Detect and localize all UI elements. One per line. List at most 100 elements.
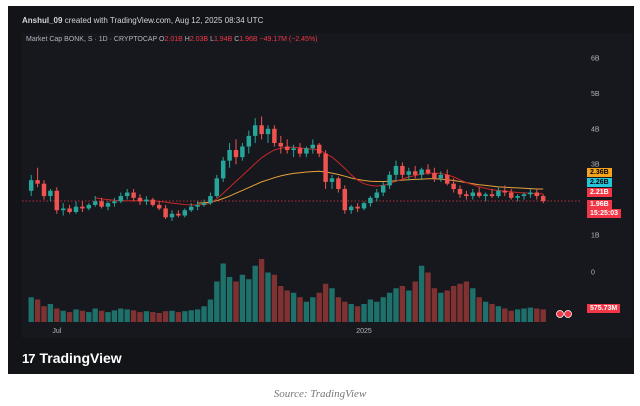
price-label: 2.26B bbox=[587, 178, 612, 187]
candle-body bbox=[188, 206, 194, 211]
candle-body bbox=[400, 165, 405, 175]
candle-body bbox=[476, 192, 482, 197]
candle-body bbox=[208, 196, 213, 204]
candle-body bbox=[265, 128, 271, 135]
candle-body bbox=[156, 204, 162, 209]
candle-body bbox=[144, 199, 149, 202]
volume-bar bbox=[169, 310, 175, 322]
candle-body bbox=[195, 204, 200, 207]
volume-bar bbox=[303, 301, 310, 322]
volume-bar bbox=[175, 312, 182, 322]
candle-body bbox=[316, 144, 322, 154]
x-tick-label: 2025 bbox=[356, 328, 372, 335]
created-text: created with TradingView.com, Aug 12, 20… bbox=[64, 16, 264, 25]
volume-bar bbox=[297, 297, 303, 322]
close-key: C bbox=[234, 36, 240, 43]
candle-body bbox=[118, 196, 124, 202]
volume-bar bbox=[188, 310, 194, 322]
y-tick-label: 3B bbox=[591, 162, 600, 169]
symbol-title: Market Cap BONK, S · 1D · CRYPTOCAP bbox=[26, 36, 158, 43]
event-flag-icon bbox=[556, 310, 564, 318]
volume-bar bbox=[47, 304, 54, 322]
volume-bar bbox=[418, 265, 425, 322]
volume-bar bbox=[143, 311, 150, 322]
candle-body bbox=[329, 178, 335, 182]
volume-bar bbox=[130, 310, 137, 322]
candle-body bbox=[112, 201, 117, 204]
candle-body bbox=[508, 192, 514, 198]
volume-bar bbox=[73, 309, 79, 322]
volume-bar bbox=[290, 292, 297, 322]
candle-body bbox=[425, 169, 431, 174]
candle-body bbox=[457, 188, 463, 195]
volume-bar bbox=[118, 308, 124, 322]
candle-body bbox=[54, 190, 60, 211]
candle-body bbox=[496, 190, 501, 197]
candle-body bbox=[99, 201, 104, 207]
volume-bar bbox=[265, 272, 271, 322]
volume-bar bbox=[226, 277, 233, 322]
volume-bar bbox=[406, 290, 412, 322]
volume-bar bbox=[54, 308, 60, 322]
volume-bar bbox=[34, 299, 41, 322]
volume-bar bbox=[239, 274, 246, 322]
candle-body bbox=[502, 190, 508, 193]
price-label: 15:25:03 bbox=[587, 209, 622, 218]
candle-body bbox=[28, 180, 34, 191]
candle-body bbox=[348, 206, 354, 211]
y-tick-label: 5B bbox=[591, 91, 600, 98]
candle-body bbox=[252, 125, 258, 136]
volume-bar bbox=[514, 309, 521, 322]
y-tick-label: 1B bbox=[591, 233, 600, 240]
open-value: 2.01B bbox=[164, 36, 183, 43]
chart-svg[interactable]: 6B 5B 4B 3B 1B 0 Jul 2025 bbox=[22, 33, 632, 338]
candle-body bbox=[515, 196, 520, 198]
candle-body bbox=[48, 190, 53, 197]
volume-bar bbox=[220, 263, 226, 322]
chart-header: Anshul_09 created with TradingView.com, … bbox=[22, 16, 263, 25]
volume-bar bbox=[79, 310, 86, 322]
candle-body bbox=[470, 192, 476, 197]
candle-body bbox=[323, 153, 328, 182]
candle-body bbox=[227, 150, 232, 161]
volume-bar bbox=[502, 308, 508, 322]
candle-body bbox=[182, 210, 188, 216]
volume-bar bbox=[92, 308, 98, 322]
candle-body bbox=[297, 148, 303, 154]
change-value: −49.17M (−2.45%) bbox=[259, 36, 318, 43]
candle-body bbox=[489, 194, 495, 197]
volume-bar bbox=[348, 304, 354, 322]
volume-bar bbox=[258, 259, 265, 322]
volume-bar bbox=[201, 306, 207, 322]
volume-label: 575.73M bbox=[587, 304, 621, 313]
candle-body bbox=[534, 192, 540, 197]
volume-bar bbox=[86, 312, 92, 322]
volume-bar bbox=[137, 312, 143, 322]
volume-bar bbox=[476, 297, 482, 322]
high-value: 2.03B bbox=[189, 36, 209, 43]
candle-body bbox=[35, 180, 40, 184]
candle-body bbox=[432, 173, 437, 179]
volume-bar bbox=[444, 290, 450, 322]
candle-body bbox=[278, 142, 284, 147]
candle-body bbox=[233, 150, 239, 158]
candle-body bbox=[80, 206, 85, 209]
low-key: L bbox=[210, 36, 214, 43]
volume-bar bbox=[310, 297, 316, 322]
candle-body bbox=[444, 174, 450, 184]
chart-area[interactable]: 6B 5B 4B 3B 1B 0 Jul 2025 Market Cap BONK, S · … bbox=[22, 33, 632, 338]
candle-body bbox=[284, 146, 290, 151]
volume-bar bbox=[66, 312, 73, 322]
candle-body bbox=[169, 213, 175, 218]
volume-bar bbox=[463, 281, 470, 322]
candle-body bbox=[528, 192, 533, 195]
low-value: 1.94B bbox=[213, 36, 233, 43]
candle-body bbox=[105, 203, 111, 207]
volume-bar bbox=[354, 306, 361, 322]
event-flag-icon bbox=[564, 310, 572, 318]
candle-body bbox=[355, 206, 360, 209]
volume-bar bbox=[540, 309, 546, 322]
volume-bar bbox=[28, 297, 34, 322]
candle-body bbox=[387, 174, 392, 186]
volume-bar bbox=[412, 281, 418, 322]
